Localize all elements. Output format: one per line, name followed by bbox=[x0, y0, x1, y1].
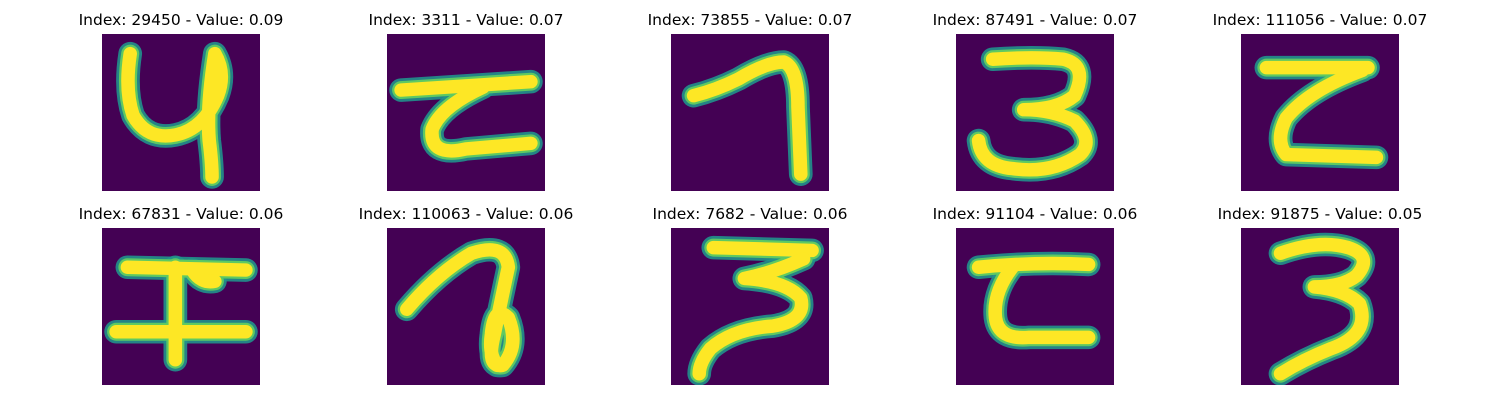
digit-image bbox=[102, 34, 260, 191]
digit-panel: Index: 111056 - Value: 0.07 bbox=[1190, 10, 1450, 200]
digit-image bbox=[1241, 228, 1399, 385]
digit-image bbox=[387, 228, 545, 385]
digit-panel: Index: 67831 - Value: 0.06 bbox=[51, 204, 311, 394]
digit-panel: Index: 29450 - Value: 0.09 bbox=[51, 10, 311, 200]
digit-panel: Index: 7682 - Value: 0.06 bbox=[620, 204, 880, 394]
digit-stroke bbox=[1273, 237, 1371, 381]
digit-panel: Index: 91104 - Value: 0.06 bbox=[905, 204, 1165, 394]
digit-image bbox=[102, 228, 260, 385]
panel-title: Index: 87491 - Value: 0.07 bbox=[932, 11, 1138, 29]
digit-stroke bbox=[686, 55, 808, 181]
digit-image bbox=[671, 34, 829, 191]
panel-title: Index: 110063 - Value: 0.06 bbox=[358, 205, 574, 223]
digit-image bbox=[956, 34, 1114, 191]
digit-panel: Index: 87491 - Value: 0.07 bbox=[905, 10, 1165, 200]
digit-stroke bbox=[988, 260, 1096, 345]
digit-panel: Index: 110063 - Value: 0.06 bbox=[336, 204, 596, 394]
image-background bbox=[956, 228, 1114, 385]
digit-image bbox=[1241, 34, 1399, 191]
digit-panel: Index: 91875 - Value: 0.05 bbox=[1190, 204, 1450, 394]
digit-stroke bbox=[692, 252, 811, 381]
panel-title: Index: 91875 - Value: 0.05 bbox=[1217, 205, 1423, 223]
panel-title: Index: 111056 - Value: 0.07 bbox=[1212, 11, 1428, 29]
image-background bbox=[387, 34, 545, 191]
digit-stroke bbox=[121, 46, 229, 184]
panel-title: Index: 3311 - Value: 0.07 bbox=[368, 11, 564, 29]
digit-stroke bbox=[425, 80, 538, 158]
panel-title: Index: 91104 - Value: 0.06 bbox=[932, 205, 1138, 223]
panel-title: Index: 67831 - Value: 0.06 bbox=[78, 205, 284, 223]
digit-stroke bbox=[1273, 63, 1384, 165]
digit-stroke bbox=[399, 243, 520, 373]
digit-stroke bbox=[971, 51, 1093, 177]
digit-stroke bbox=[394, 74, 538, 97]
digit-stroke bbox=[971, 256, 1096, 274]
digit-stroke bbox=[706, 240, 819, 258]
digit-image bbox=[956, 228, 1114, 385]
panel-title: Index: 7682 - Value: 0.06 bbox=[652, 205, 848, 223]
digit-panel: Index: 73855 - Value: 0.07 bbox=[620, 10, 880, 200]
digit-stroke bbox=[185, 263, 222, 289]
panel-title: Index: 73855 - Value: 0.07 bbox=[647, 11, 853, 29]
panel-title: Index: 29450 - Value: 0.09 bbox=[78, 11, 284, 29]
digit-image bbox=[387, 34, 545, 191]
digit-image bbox=[671, 228, 829, 385]
digit-panel: Index: 3311 - Value: 0.07 bbox=[336, 10, 596, 200]
